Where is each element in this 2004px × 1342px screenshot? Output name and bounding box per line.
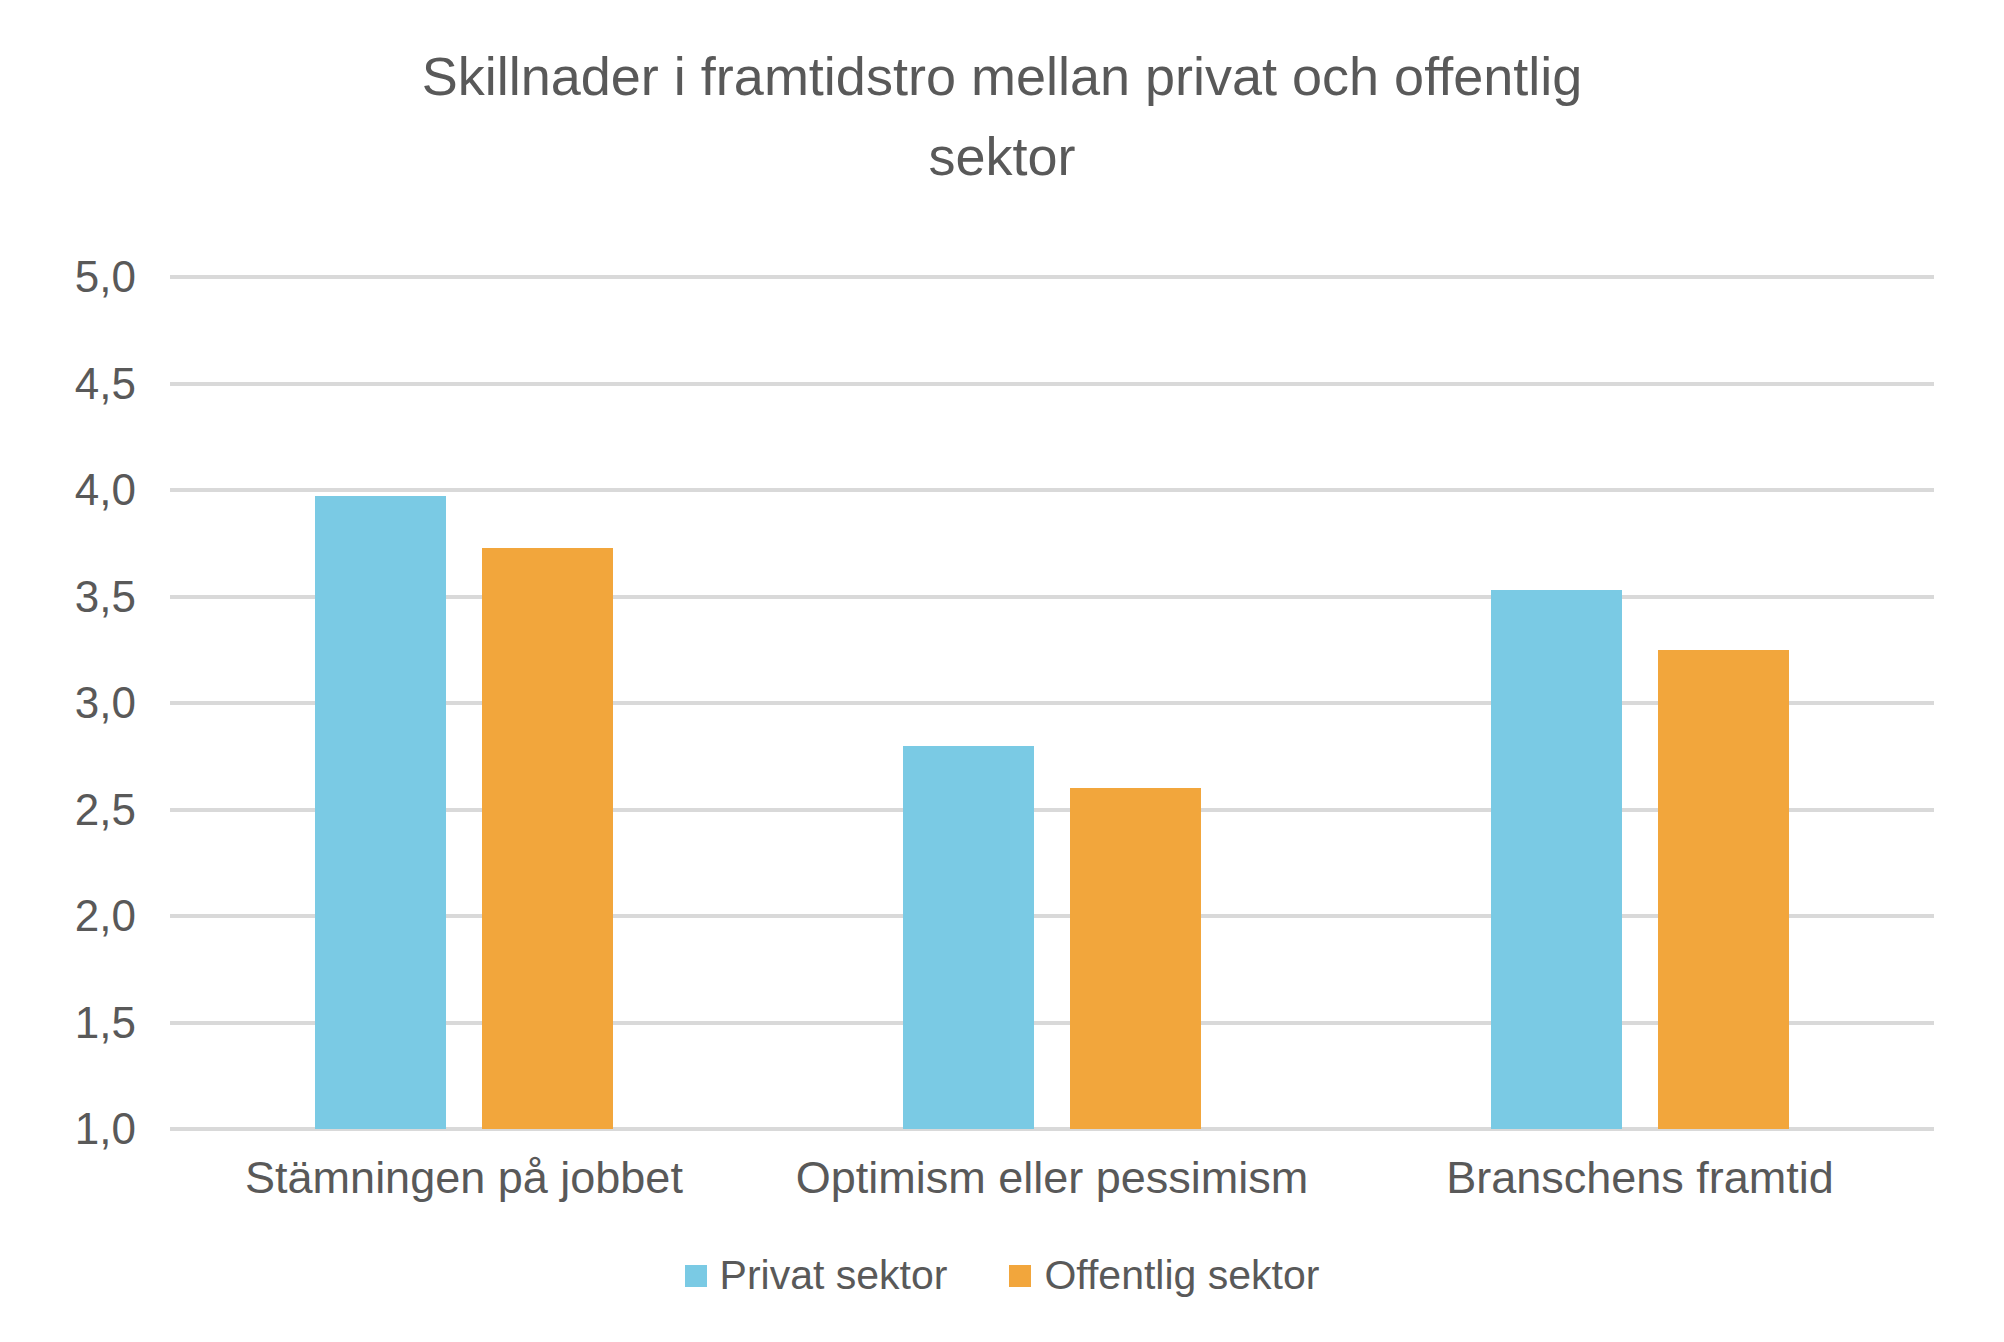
bar-offentlig-sektor bbox=[1070, 788, 1201, 1129]
y-tick-label: 1,5 bbox=[75, 998, 136, 1048]
bar-offentlig-sektor bbox=[482, 548, 613, 1129]
plot-area bbox=[170, 277, 1934, 1129]
bar-offentlig-sektor bbox=[1658, 650, 1789, 1129]
legend-swatch-offentlig-sektor-icon bbox=[1009, 1265, 1031, 1287]
y-tick-label: 2,5 bbox=[75, 785, 136, 835]
chart-canvas: Skillnader i framtidstro mellan privat o… bbox=[0, 0, 2004, 1342]
chart-title-line-2: sektor bbox=[0, 116, 2004, 196]
y-tick-label: 3,5 bbox=[75, 572, 136, 622]
y-tick-label: 4,5 bbox=[75, 359, 136, 409]
y-tick-label: 1,0 bbox=[75, 1104, 136, 1154]
y-tick-label: 4,0 bbox=[75, 465, 136, 515]
gridline bbox=[170, 382, 1934, 386]
bar-privat-sektor bbox=[903, 746, 1034, 1129]
bar-privat-sektor bbox=[315, 496, 446, 1129]
chart-title: Skillnader i framtidstro mellan privat o… bbox=[0, 36, 2004, 196]
y-axis-labels: 1,01,52,02,53,03,54,04,55,0 bbox=[0, 277, 136, 1129]
x-axis-labels: Stämningen på jobbet Optimism eller pessi… bbox=[170, 1152, 1934, 1212]
legend-label-privat-sektor: Privat sektor bbox=[720, 1252, 948, 1299]
gridline bbox=[170, 275, 1934, 279]
x-category-label: Stämningen på jobbet bbox=[245, 1152, 683, 1204]
gridline bbox=[170, 488, 1934, 492]
legend-label-offentlig-sektor: Offentlig sektor bbox=[1044, 1252, 1319, 1299]
chart-title-line-1: Skillnader i framtidstro mellan privat o… bbox=[0, 36, 2004, 116]
y-tick-label: 5,0 bbox=[75, 252, 136, 302]
x-category-label: Branschens framtid bbox=[1446, 1152, 1834, 1204]
legend-item-privat-sektor: Privat sektor bbox=[685, 1252, 948, 1299]
legend-item-offentlig-sektor: Offentlig sektor bbox=[1009, 1252, 1319, 1299]
legend-swatch-privat-sektor-icon bbox=[685, 1265, 707, 1287]
bar-privat-sektor bbox=[1491, 590, 1622, 1129]
legend: Privat sektor Offentlig sektor bbox=[0, 1252, 2004, 1299]
x-category-label: Optimism eller pessimism bbox=[796, 1152, 1309, 1204]
y-tick-label: 3,0 bbox=[75, 678, 136, 728]
y-tick-label: 2,0 bbox=[75, 891, 136, 941]
